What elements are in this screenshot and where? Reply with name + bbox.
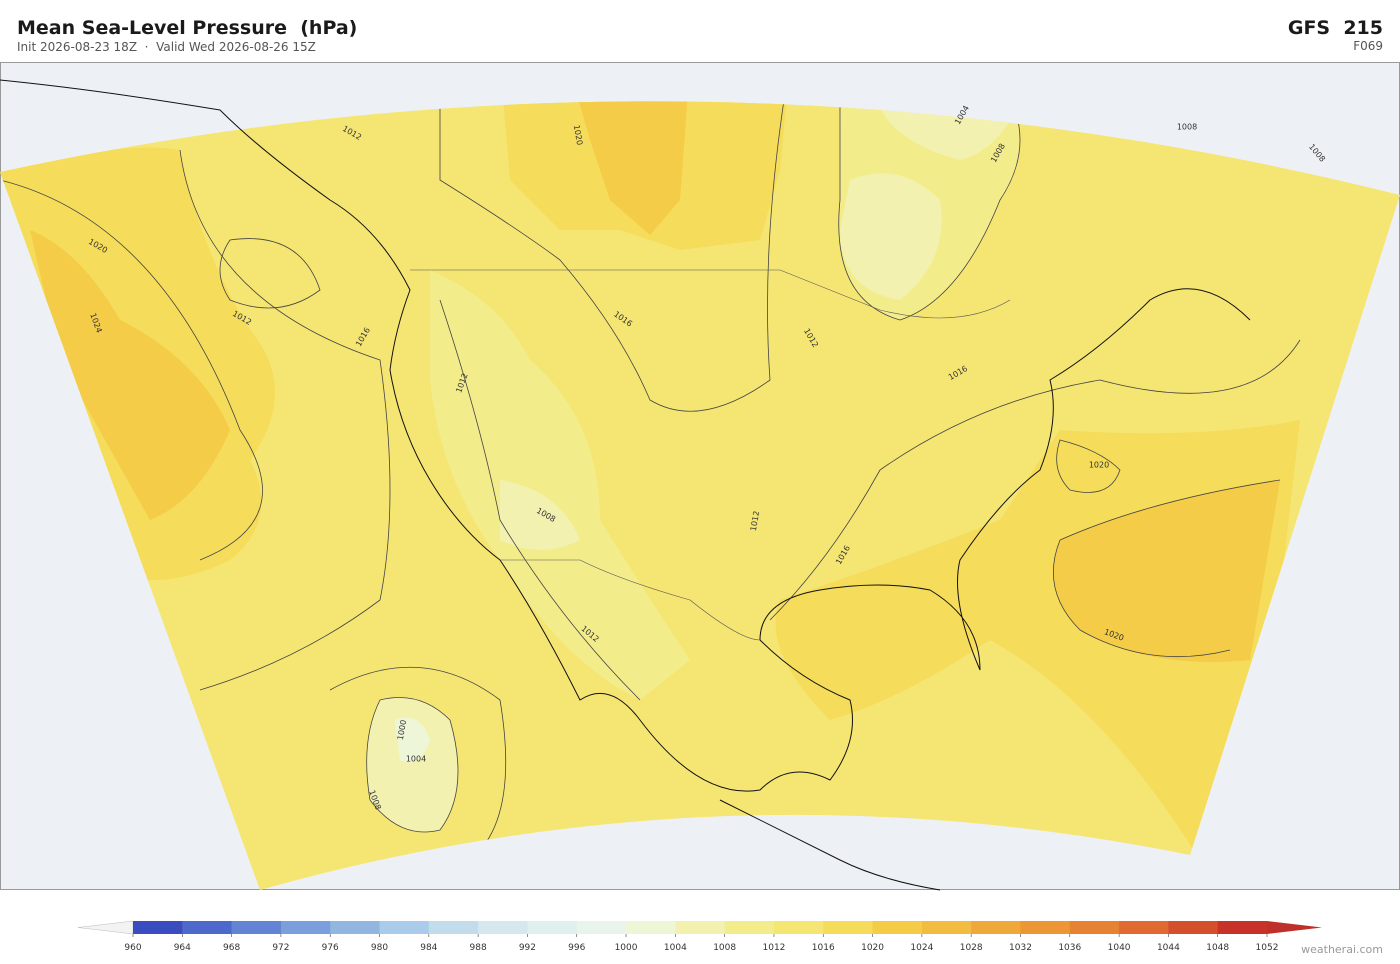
colorbar-bin <box>280 921 331 934</box>
contour-label: 1000 <box>396 719 408 741</box>
colorbar-bin <box>921 921 972 934</box>
colorbar-over <box>1267 921 1322 934</box>
colorbar-bin <box>724 921 775 934</box>
colorbar-bin <box>971 921 1021 934</box>
colorbar-tick-label: 1032 <box>1009 943 1032 953</box>
colorbar-tick-label: 1028 <box>960 943 983 953</box>
contour-label: 1004 <box>406 755 426 764</box>
colorbar-tick-label: 976 <box>322 943 339 953</box>
colorbar-tick-label: 980 <box>371 943 388 953</box>
colorbar-tick-label: 996 <box>568 943 585 953</box>
colorbar-tick-label: 992 <box>519 943 536 953</box>
colorbar-bin <box>675 921 725 934</box>
colorbar-tick-label: 1020 <box>861 943 884 953</box>
colorbar-bin <box>428 921 479 934</box>
title: Mean Sea-Level Pressure (hPa) <box>17 17 357 39</box>
colorbar-tick-label: 960 <box>124 943 141 953</box>
colorbar-bin <box>231 921 282 934</box>
subtitle: Init 2026-08-23 18Z · Valid Wed 2026-08-… <box>17 40 316 54</box>
colorbar-bin <box>872 921 923 934</box>
colorbar-tick-label: 972 <box>272 943 289 953</box>
colorbar-bin <box>1020 921 1071 934</box>
colorbar-tick-label: 964 <box>174 943 191 953</box>
credit: weatherai.com <box>1301 943 1383 956</box>
colorbar-bin <box>576 921 627 934</box>
colorbar-tick-label: 1012 <box>763 943 786 953</box>
contour-label: 1020 <box>572 124 584 146</box>
colorbar-tick-label: 1004 <box>664 943 687 953</box>
model: GFS 215 <box>1288 17 1383 39</box>
colorbar-tick-label: 1040 <box>1108 943 1131 953</box>
colorbar-bin <box>823 921 873 934</box>
forecast-hour: F069 <box>1353 39 1383 53</box>
colorbar-tick-label: 1024 <box>910 943 933 953</box>
colorbar-bin <box>1069 921 1120 934</box>
colorbar-bin <box>773 921 824 934</box>
colorbar-bin <box>1217 921 1268 934</box>
colorbar-tick-label: 988 <box>470 943 487 953</box>
colorbar-bin <box>626 921 676 934</box>
colorbar-bin <box>1119 921 1169 934</box>
colorbar-tick-label: 1000 <box>615 943 638 953</box>
colorbar-bin <box>527 921 578 934</box>
colorbar-under <box>77 920 134 935</box>
colorbar-tick-label: 1016 <box>812 943 835 953</box>
colorbar-bin <box>1168 921 1218 934</box>
colorbar-tick-label: 1008 <box>713 943 736 953</box>
colorbar-tick-label: 1044 <box>1157 943 1180 953</box>
colorbar-tick-label: 1036 <box>1058 943 1081 953</box>
colorbar-bin <box>133 921 183 934</box>
colorbar-bin <box>478 921 528 934</box>
colorbar-tick-label: 1048 <box>1206 943 1229 953</box>
contour-label: 1020 <box>1089 461 1109 470</box>
colorbar: 960 964 968 972 976 980 984 988 992 996 1000 1004 10… <box>77 920 1322 953</box>
colorbar-tick-label: 968 <box>223 943 240 953</box>
contour-label: 1008 <box>1177 123 1197 132</box>
colorbar-bin <box>182 921 232 934</box>
colorbar-bin <box>379 921 430 934</box>
colorbar-tick-label: 984 <box>420 943 437 953</box>
colorbar-bin <box>330 921 380 934</box>
contour-label: 1012 <box>749 510 761 532</box>
pressure-field <box>0 101 1400 890</box>
colorbar-tick-label: 1052 <box>1256 943 1279 953</box>
